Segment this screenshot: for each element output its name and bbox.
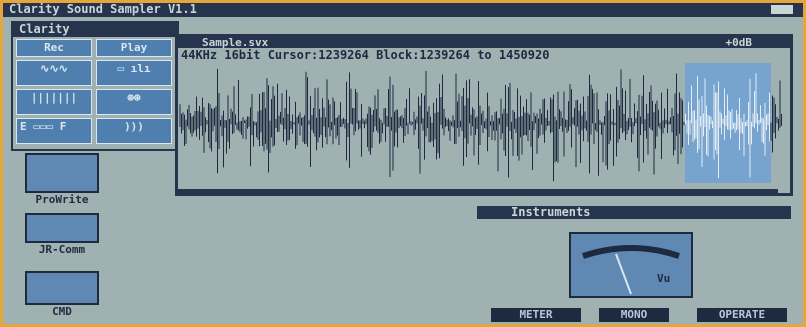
jrcomm-icon[interactable]: JR-Comm bbox=[25, 213, 99, 256]
play-label: Play bbox=[121, 41, 148, 54]
title-bar: Clarity Sound Sampler V1.1 bbox=[3, 3, 803, 17]
clarity-title: Clarity bbox=[19, 22, 70, 36]
rec-button[interactable]: Rec bbox=[16, 39, 92, 57]
gain-label: +0dB bbox=[726, 37, 753, 48]
vu-meter: Vu bbox=[569, 232, 693, 298]
prowrite-icon[interactable]: ProWrite bbox=[25, 153, 99, 206]
mono-button[interactable]: MONO bbox=[599, 308, 669, 322]
instruments-window: Instruments Vu METER MONO OPERATE bbox=[475, 204, 793, 322]
filter-button[interactable]: ||||||| bbox=[16, 89, 92, 115]
button-label: OPERATE bbox=[719, 308, 765, 321]
slider-right-label: F bbox=[60, 120, 67, 133]
scope-button[interactable]: ▭ ılı bbox=[96, 60, 172, 86]
screen: Clarity Sound Sampler V1.1 Clarity Rec P… bbox=[3, 3, 803, 324]
sample-info: 44KHz 16bit Cursor:1239264 Block:1239264… bbox=[178, 48, 790, 62]
waveform bbox=[178, 63, 790, 193]
play-button[interactable]: Play bbox=[96, 39, 172, 57]
cmd-icon[interactable]: CMD bbox=[25, 271, 99, 318]
icon-image bbox=[25, 213, 99, 243]
button-label: METER bbox=[519, 308, 552, 321]
instruments-title: Instruments bbox=[511, 205, 590, 219]
slider-left-label: E bbox=[20, 120, 27, 133]
icon-image bbox=[25, 153, 99, 193]
depth-gadget[interactable] bbox=[771, 5, 793, 14]
instruments-title-bar: Instruments bbox=[477, 206, 791, 219]
rec-label: Rec bbox=[44, 41, 64, 54]
icon-label: JR-Comm bbox=[39, 243, 85, 256]
app-title: Clarity Sound Sampler V1.1 bbox=[9, 3, 197, 16]
sample-title-bar: Sample.svx +0dB bbox=[178, 37, 790, 48]
scrollbar[interactable] bbox=[178, 189, 778, 193]
wave-button[interactable]: ∿∿∿ bbox=[16, 60, 92, 86]
icon-label: CMD bbox=[52, 305, 72, 318]
vu-dial bbox=[571, 234, 691, 296]
meter-button[interactable]: METER bbox=[491, 308, 581, 322]
clarity-title-bar: Clarity bbox=[13, 23, 177, 37]
sound-button[interactable]: ))) bbox=[96, 118, 172, 144]
operate-button[interactable]: OPERATE bbox=[697, 308, 787, 322]
sample-window: Sample.svx +0dB 44KHz 16bit Cursor:12392… bbox=[175, 34, 793, 196]
clarity-window: Clarity Rec Play ∿∿∿ ▭ ılı ||||||| ⊛⊛ E … bbox=[11, 21, 179, 151]
slider-button[interactable]: E ▭▭▭ F bbox=[16, 118, 92, 144]
tape-button[interactable]: ⊛⊛ bbox=[96, 89, 172, 115]
page: Clarity Sound Sampler V1.1 Clarity Rec P… bbox=[0, 0, 806, 327]
button-label: MONO bbox=[621, 308, 648, 321]
vu-label: Vu bbox=[657, 272, 670, 285]
icon-image bbox=[25, 271, 99, 305]
icon-label: ProWrite bbox=[36, 193, 89, 206]
